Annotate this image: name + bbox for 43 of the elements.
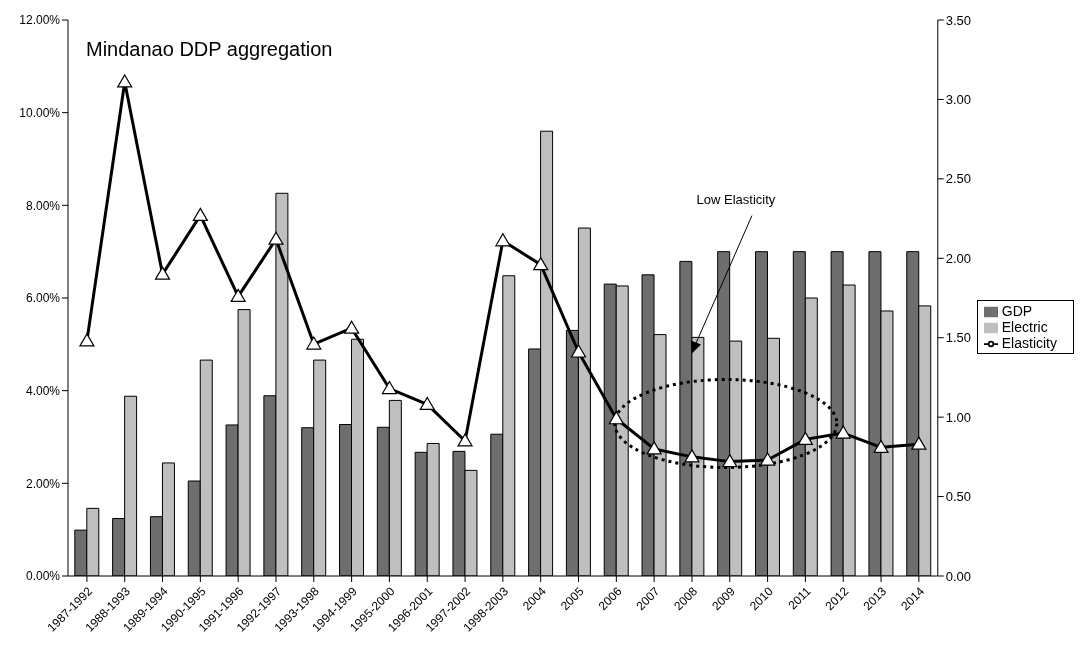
point <box>457 433 473 447</box>
point <box>759 452 776 466</box>
y-tick-label: 8.00% <box>25 198 61 213</box>
y2-tick-label: 3.00 <box>945 92 972 108</box>
point <box>646 441 662 455</box>
y2-tick-label: 1.00 <box>945 409 972 425</box>
y2-tick-label: 0.00 <box>945 568 972 584</box>
point <box>419 396 435 411</box>
point <box>608 411 624 425</box>
point <box>117 74 133 88</box>
point <box>570 344 587 358</box>
point <box>722 454 738 468</box>
y-tick-label: 4.00% <box>25 383 61 398</box>
point <box>684 449 700 463</box>
y-tick-label: 6.00% <box>25 291 61 306</box>
point <box>835 425 851 439</box>
point <box>306 336 322 350</box>
point <box>381 380 398 395</box>
y-tick-label: 2.00% <box>25 476 61 491</box>
legend-label: Electric <box>1001 318 1048 335</box>
y2-tick-label: 0.50 <box>945 489 972 505</box>
y-tick-label: 10.00% <box>19 105 61 120</box>
y2-tick-label: 3.50 <box>945 12 972 28</box>
y2-tick-label: 2.00 <box>945 250 972 266</box>
point <box>192 207 208 221</box>
y2-tick-label: 1.50 <box>945 330 972 346</box>
legend-label: GDP <box>1001 302 1033 319</box>
point <box>797 431 814 445</box>
point <box>230 288 246 303</box>
y-tick-label: 0.00% <box>25 569 61 584</box>
text: Mindanao DDP aggregation <box>86 38 333 61</box>
point <box>533 257 549 271</box>
point <box>154 266 171 280</box>
point <box>344 320 360 334</box>
point <box>79 333 95 347</box>
legend-label: Elasticity <box>1001 335 1057 352</box>
annotation: Low Elasticity <box>696 191 776 207</box>
y2-tick-label: 2.50 <box>945 171 972 187</box>
point <box>873 439 889 453</box>
point <box>495 233 511 247</box>
point <box>911 436 927 450</box>
point <box>268 231 284 245</box>
y-tick-label: 12.00% <box>19 13 61 28</box>
